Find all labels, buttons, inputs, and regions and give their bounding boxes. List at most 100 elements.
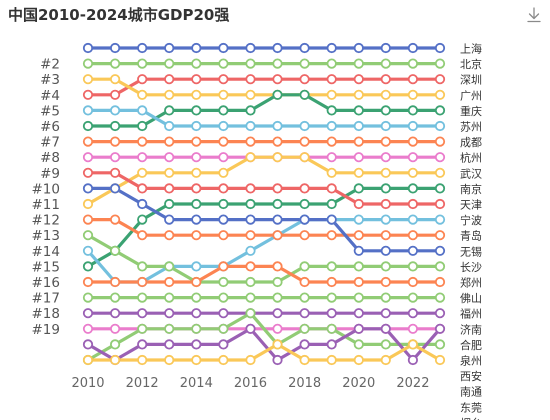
x-tick-label: 2010 — [71, 376, 104, 391]
right-label: 烟台 — [460, 416, 482, 420]
data-point — [407, 42, 418, 54]
data-point — [299, 89, 310, 100]
download-icon[interactable] — [525, 6, 543, 24]
data-point — [407, 58, 418, 69]
data-point — [380, 214, 391, 225]
data-point — [218, 105, 229, 116]
y-tick-label: #13 — [32, 228, 61, 244]
data-point — [407, 136, 418, 147]
data-point — [137, 183, 148, 194]
data-point — [82, 308, 94, 319]
data-point — [407, 276, 418, 288]
data-point — [245, 323, 256, 334]
data-point — [137, 198, 148, 210]
data-point — [380, 58, 391, 69]
data-point — [191, 89, 202, 100]
data-point — [245, 354, 256, 366]
data-point — [353, 261, 364, 272]
data-point — [110, 308, 121, 319]
data-point — [137, 167, 148, 178]
data-point — [82, 354, 94, 366]
y-tick-label: #9 — [40, 166, 60, 182]
data-point — [353, 42, 364, 54]
data-point — [137, 308, 148, 319]
data-point — [380, 183, 391, 194]
data-point — [380, 105, 391, 116]
data-point — [110, 339, 121, 350]
data-point — [191, 74, 202, 85]
data-point — [164, 261, 175, 272]
right-label: 北京 — [460, 57, 482, 71]
y-tick-label: #15 — [32, 259, 61, 275]
data-point — [218, 323, 229, 334]
data-point — [164, 120, 175, 132]
data-point — [218, 58, 229, 69]
data-point — [299, 58, 310, 69]
data-point — [299, 183, 310, 194]
data-point — [164, 58, 175, 69]
data-point — [299, 214, 310, 225]
data-point — [272, 308, 283, 319]
data-point — [191, 120, 202, 132]
data-point — [218, 276, 229, 288]
data-point — [110, 292, 121, 303]
data-point — [353, 167, 364, 178]
data-point — [137, 42, 148, 54]
data-point — [110, 120, 121, 132]
data-point — [191, 58, 202, 69]
data-point — [299, 354, 310, 366]
chart-title: 中国2010-2024城市GDP20强 — [8, 6, 230, 24]
data-point — [272, 152, 283, 163]
data-point — [407, 105, 418, 116]
y-tick-label: #12 — [32, 213, 61, 229]
data-point — [434, 339, 446, 350]
data-point — [245, 105, 256, 116]
right-label: 郑州 — [460, 276, 482, 290]
data-point — [191, 261, 202, 272]
data-point — [191, 276, 202, 288]
data-point — [434, 152, 446, 163]
right-label: 佛山 — [460, 292, 482, 305]
data-point — [353, 58, 364, 69]
data-point — [164, 339, 175, 350]
data-point — [353, 245, 364, 256]
data-point — [353, 120, 364, 132]
data-point — [407, 183, 418, 194]
data-point — [218, 120, 229, 132]
data-point — [434, 230, 446, 241]
data-point — [245, 152, 256, 163]
right-label: 广州 — [460, 89, 482, 102]
data-point — [272, 89, 283, 100]
data-point — [82, 198, 94, 210]
data-point — [434, 354, 446, 366]
data-point — [380, 167, 391, 178]
data-point — [434, 42, 446, 54]
data-point — [82, 230, 94, 241]
data-point — [326, 152, 337, 163]
data-point — [164, 276, 175, 288]
data-point — [137, 120, 148, 132]
data-point — [164, 105, 175, 116]
x-tick-label: 2022 — [396, 376, 429, 391]
data-point — [326, 58, 337, 69]
data-point — [326, 89, 337, 100]
data-point — [353, 74, 364, 85]
data-point — [110, 183, 121, 194]
data-point — [353, 136, 364, 147]
data-point — [272, 214, 283, 225]
data-point — [326, 198, 337, 210]
data-point — [82, 214, 94, 225]
data-point — [299, 120, 310, 132]
data-point — [407, 323, 418, 334]
data-point — [353, 276, 364, 288]
right-label: 天津 — [460, 199, 482, 212]
data-point — [380, 42, 391, 54]
data-point — [245, 58, 256, 69]
data-point — [407, 167, 418, 178]
data-point — [299, 276, 310, 288]
y-tick-label: #17 — [32, 291, 61, 307]
data-point — [164, 74, 175, 85]
y-tick-label: #10 — [32, 181, 61, 197]
data-point — [272, 183, 283, 194]
data-point — [299, 292, 310, 303]
